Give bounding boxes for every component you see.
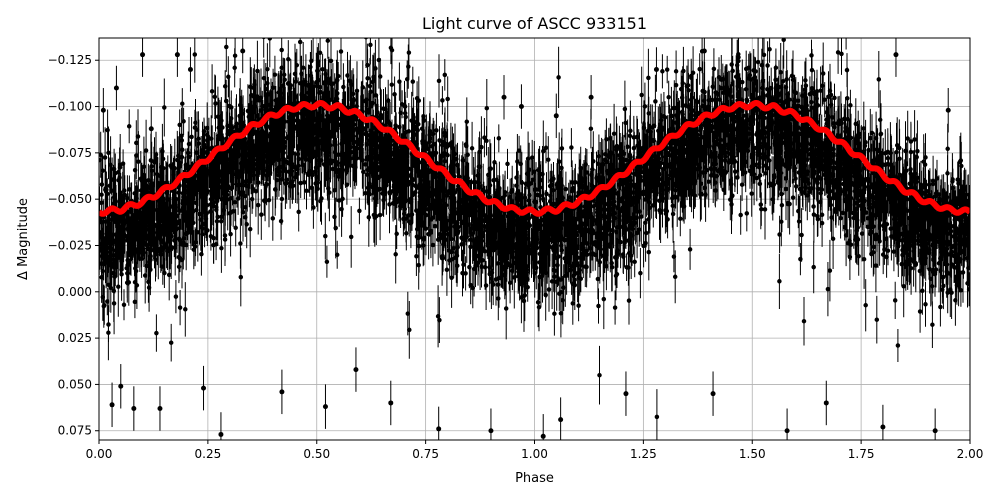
data-point [240, 48, 246, 54]
data-point [518, 104, 524, 110]
y-tick-label: −0.025 [48, 238, 92, 252]
model-curve [99, 100, 970, 217]
data-point [201, 385, 207, 391]
y-tick-label: −0.125 [48, 53, 92, 67]
y-tick-label: 0.000 [58, 285, 92, 299]
data-point [140, 52, 146, 58]
data-point [113, 85, 119, 91]
data-point [701, 48, 707, 54]
data-point [187, 66, 193, 72]
data-point [540, 433, 546, 439]
data-point [710, 391, 716, 397]
x-tick-label: 0.75 [412, 447, 439, 461]
sample-points [100, 38, 951, 440]
data-point [118, 383, 124, 389]
y-tick-label: −0.050 [48, 192, 92, 206]
x-axis: 0.00 0.25 0.50 0.75 1.00 1.25 1.50 1.75 2.00 [86, 440, 984, 461]
x-tick-label: 1.50 [739, 447, 766, 461]
data-point [893, 52, 899, 58]
y-axis: −0.125 −0.100 −0.075 −0.050 −0.025 0.000 0.025… [48, 53, 99, 438]
y-axis-label: Δ Magnitude [16, 198, 31, 280]
y-tick-label: 0.025 [58, 331, 92, 345]
data-point [558, 417, 564, 423]
data-point [353, 367, 359, 373]
x-tick-label: 1.75 [848, 447, 875, 461]
data-point [823, 400, 829, 406]
data-point [880, 424, 886, 430]
data-point [148, 126, 154, 132]
data-point [218, 431, 224, 437]
data-point [388, 400, 394, 406]
chart-title: Light curve of ASCC 933151 [422, 14, 647, 33]
x-tick-label: 1.00 [521, 447, 548, 461]
data-point [157, 406, 163, 412]
data-point [131, 406, 137, 412]
data-point [100, 107, 106, 113]
data-point [623, 391, 629, 397]
data-point [322, 404, 328, 410]
data-point [932, 428, 938, 434]
x-axis-label: Phase [515, 471, 554, 486]
y-tick-label: −0.075 [48, 146, 92, 160]
y-tick-label: 0.050 [58, 377, 92, 391]
data-point [436, 426, 442, 432]
x-tick-label: 0.00 [86, 447, 113, 461]
data-point [588, 94, 594, 100]
data-point [174, 52, 180, 58]
y-tick-label: −0.100 [48, 100, 92, 114]
data-point [945, 107, 951, 113]
data-point [553, 113, 559, 119]
x-tick-label: 0.25 [195, 447, 222, 461]
data-point [653, 66, 659, 72]
y-tick-label: 0.075 [58, 424, 92, 438]
data-point [501, 94, 507, 100]
x-tick-label: 0.50 [303, 447, 330, 461]
x-tick-label: 2.00 [957, 447, 984, 461]
data-point [488, 428, 494, 434]
x-tick-label: 1.25 [630, 447, 657, 461]
data-point [784, 428, 790, 434]
data-point [279, 389, 285, 395]
data-point [109, 402, 115, 408]
